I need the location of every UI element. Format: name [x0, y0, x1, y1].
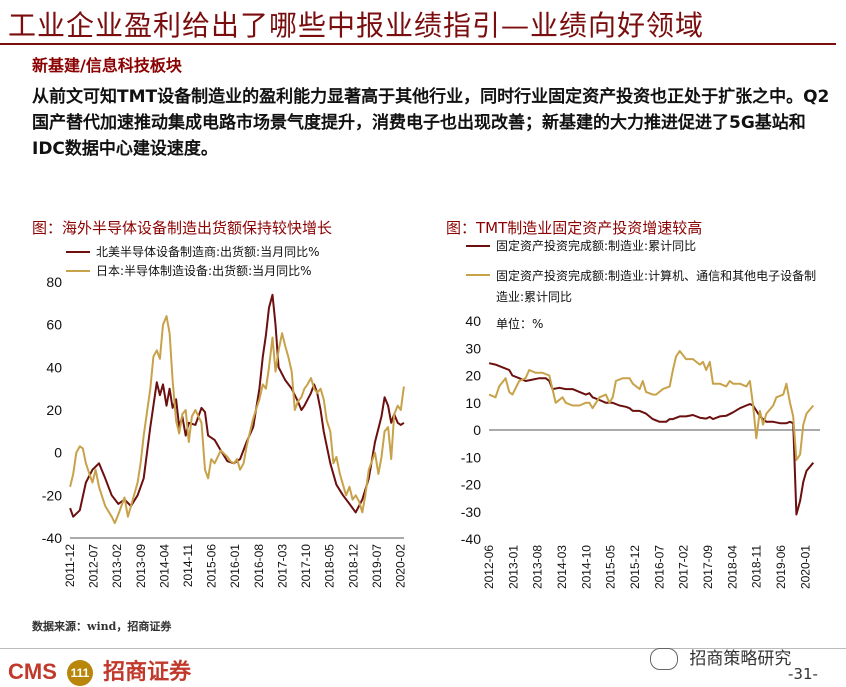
chart1-series-2-line — [69, 315, 405, 525]
chart2-xtick-label: 2019-06 — [774, 545, 788, 589]
chart2-xtick-label: 2013-08 — [531, 545, 545, 589]
chart1-ytick-label: -40 — [42, 530, 62, 546]
chart2-xtick-label: 2013-01 — [506, 545, 520, 589]
chart2-legend-item-1: 固定资产投资完成额:制造业:累计同比 — [466, 237, 828, 254]
chart2-series-2-line — [488, 350, 815, 461]
chart2-legend-label-2: 固定资产投资完成额:制造业:计算机、通信和其他电子设备制造业:累计同比 — [496, 269, 817, 304]
chart1-legend-label-2: 日本:半导体制造设备:出货额:当月同比% — [96, 264, 312, 278]
brand-name: 招商证券 — [103, 659, 192, 684]
legend-swatch — [466, 245, 490, 247]
chart2-xtick-label: 2017-02 — [677, 545, 691, 589]
chart2-xtick-label: 2014-03 — [555, 545, 569, 589]
chart2-ytick-label: -20 — [461, 477, 481, 493]
chart1-ytick-label: 40 — [46, 359, 62, 375]
chart2-xtick-label: 2018-11 — [750, 545, 764, 588]
chart1-xtick-label: 2018-12 — [346, 544, 360, 588]
chart1-xtick-label: 2013-09 — [134, 544, 148, 588]
chart1-ytick-label: -20 — [42, 487, 62, 503]
chart2-legend-item-2: 固定资产投资完成额:制造业:计算机、通信和其他电子设备制造业:累计同比 — [466, 266, 828, 308]
chart1-legend: 北美半导体设备制造商:出货额:当月同比% 日本:半导体制造设备:出货额:当月同比… — [66, 243, 416, 281]
wechat-watermark: 招商策略研究 — [650, 644, 791, 670]
chart2-ytick-label: -10 — [461, 449, 481, 465]
chart2-xtick-label: 2014-10 — [579, 545, 593, 589]
chart1-xtick-label: 2015-06 — [205, 544, 219, 588]
chart1-xtick-label: 2020-02 — [393, 544, 407, 588]
chart2-ytick-label: 30 — [465, 340, 481, 356]
chart1-xtick-label: 2014-04 — [157, 544, 171, 588]
chart1-xtick-label: 2013-02 — [110, 544, 124, 588]
chart1-legend-label-1: 北美半导体设备制造商:出货额:当月同比% — [96, 245, 320, 259]
chart1-ytick-label: 20 — [46, 402, 62, 418]
data-source: 数据来源：wind，招商证券 — [32, 620, 172, 633]
watermark-text: 招商策略研究 — [689, 649, 792, 669]
chart1-xtick-label: 2016-01 — [228, 544, 242, 588]
chart1-xtick-label: 2011-12 — [63, 544, 77, 587]
chart2-xtick-label: 2020-01 — [798, 545, 812, 589]
chart1-xtick-label: 2019-07 — [370, 544, 384, 588]
chart1-ytick-label: 60 — [46, 317, 62, 333]
chart2-ytick-label: 10 — [465, 395, 481, 411]
chart1-xtick-label: 2017-10 — [299, 544, 313, 588]
chart1-xtick-label: 2014-11 — [181, 544, 195, 587]
chart1-ytick-label: 0 — [54, 445, 62, 461]
chart1-title: 图：海外半导体设备制造出货额保持较快增长 — [32, 219, 333, 237]
title-divider — [0, 43, 836, 45]
chart2-legend: 固定资产投资完成额:制造业:累计同比 固定资产投资完成额:制造业:计算机、通信和… — [466, 237, 828, 310]
chart2-ytick-label: 0 — [473, 422, 481, 438]
chart1-xtick-label: 2018-05 — [323, 544, 337, 588]
chart2-ytick-label: 40 — [465, 313, 481, 329]
legend-swatch — [466, 274, 490, 276]
chart1-legend-item-2: 日本:半导体制造设备:出货额:当月同比% — [66, 262, 416, 279]
chart2-xtick-label: 2016-07 — [652, 545, 666, 589]
chart1-xtick-label: 2016-08 — [252, 544, 266, 588]
chart2-ytick-label: -40 — [461, 531, 481, 547]
chart2-xtick-label: 2018-04 — [725, 545, 739, 589]
brand-cms: CMS — [8, 659, 57, 684]
chart1-xtick-label: 2012-07 — [87, 544, 101, 588]
wechat-icon — [650, 648, 678, 670]
chart2-title: 图：TMT制造业固定资产投资增速较高 — [446, 219, 703, 237]
chart1-ytick-label: 80 — [46, 274, 62, 290]
chart2-xtick-label: 2015-05 — [604, 545, 618, 589]
brand-logo: CMS 111 招商证券 — [8, 654, 192, 687]
chart1-xtick-label: 2017-03 — [275, 544, 289, 588]
footer-divider — [0, 648, 846, 649]
chart2-ytick-label: -30 — [461, 504, 481, 520]
legend-swatch — [66, 251, 90, 253]
chart2-series-1-line — [488, 362, 815, 516]
chart2-legend-label-1: 固定资产投资完成额:制造业:累计同比 — [496, 239, 697, 253]
chart2-xtick-label: 2015-12 — [628, 545, 642, 589]
chart2-ytick-label: 20 — [465, 368, 481, 384]
page-title: 工业企业盈利给出了哪些中报业绩指引—业绩向好领域 — [8, 9, 705, 42]
section-heading: 新基建/信息科技板块 — [32, 56, 182, 75]
body-paragraph: 从前文可知TMT设备制造业的盈利能力显著高于其他行业，同时行业固定资产投资也正处… — [32, 87, 830, 159]
chart2-xtick-label: 2012-06 — [482, 545, 496, 589]
chart1-legend-item-1: 北美半导体设备制造商:出货额:当月同比% — [66, 243, 416, 260]
legend-swatch — [66, 270, 90, 272]
brand-badge-icon: 111 — [67, 660, 94, 687]
page-number: -31- — [788, 665, 818, 683]
chart2-xtick-label: 2017-09 — [701, 545, 715, 589]
chart2-unit-label: 单位：% — [496, 317, 544, 331]
